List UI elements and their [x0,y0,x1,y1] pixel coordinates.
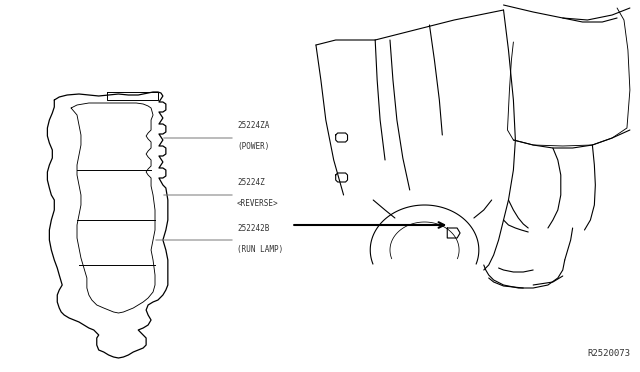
Text: (POWER): (POWER) [237,142,269,151]
Text: (RUN LAMP): (RUN LAMP) [237,245,284,254]
Text: <REVERSE>: <REVERSE> [237,199,278,208]
Text: R2520073: R2520073 [588,349,630,358]
Text: 25224Z: 25224Z [237,178,265,187]
Text: 252242B: 252242B [237,224,269,233]
Text: 25224ZA: 25224ZA [237,121,269,130]
